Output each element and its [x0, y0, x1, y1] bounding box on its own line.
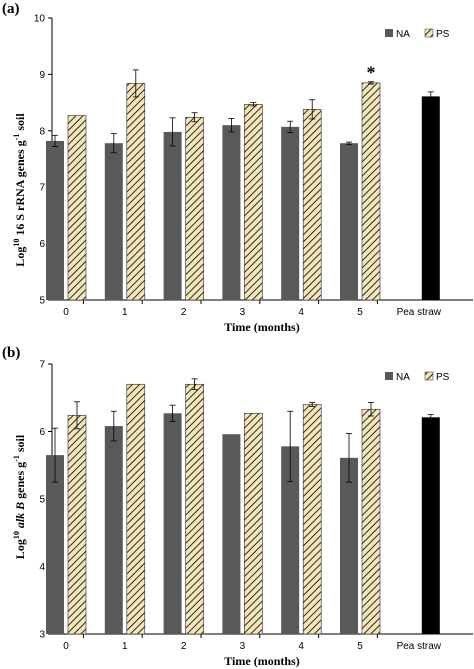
panel-a-ylabel-part-4: soil — [13, 113, 27, 134]
panel-a-legend-swatch-ps — [424, 28, 434, 38]
panel-b-x-tick-label: 2 — [181, 641, 187, 652]
panel-b-ylabel-part-1: 10 — [12, 531, 21, 539]
panel-b-label: (b) — [2, 345, 20, 361]
panel-a-bar-na — [104, 143, 123, 300]
panel-a-ylabel-part-1: 10 — [12, 239, 21, 247]
panel-b-bar-ps — [67, 414, 87, 635]
panel-b: (b) Log10 alk B genes g-1 soil Time (mon… — [2, 345, 473, 668]
panel-b-bar-na — [163, 413, 182, 634]
panel-a-bar-ps — [126, 83, 146, 301]
panel-a-significance-marker: * — [367, 63, 376, 83]
panel-a-bar-control — [421, 96, 440, 301]
panel-a-ylabel: Log10 16 S rRNA genes g-1 soil — [12, 113, 27, 267]
panel-b-legend-swatch-ps — [424, 371, 434, 381]
panel-a-bar-na — [163, 131, 182, 300]
panel-a-x-tick-label: 2 — [181, 307, 187, 318]
panel-b-bar-ps — [185, 383, 204, 635]
panel-b-legend-swatch-na — [385, 372, 393, 380]
panel-a: (a) Log10 16 S rRNA genes g-1 soil Time … — [2, 1, 473, 334]
panel-b-bar-na — [222, 434, 241, 634]
panel-b-ylabel: Log10 alk B genes g-1 soil — [12, 434, 27, 559]
panel-b-legend-label-ps: PS — [436, 372, 450, 383]
panel-b-plot: 3 4 5 6 7 0 1 2 3 4 5 Pea straw NA PS — [39, 360, 473, 652]
panel-a-legend-label-na: NA — [396, 29, 410, 40]
panel-a-bar-na — [281, 126, 300, 301]
panel-b-x-tick-label: 4 — [298, 641, 304, 652]
panel-a-ylabel-part-0: Log — [13, 247, 27, 267]
panel-a-label: (a) — [2, 1, 20, 17]
panel-b-ylabel-part-5: -1 — [12, 455, 21, 462]
panel-b-y-tick-label: 7 — [39, 360, 45, 371]
panel-a-ylabel-part-3: -1 — [12, 134, 21, 141]
panel-a-y-tick-label: 9 — [39, 70, 45, 81]
panel-b-y-tick-label: 6 — [39, 427, 45, 438]
panel-b-xlabel: Time (months) — [224, 654, 299, 668]
panel-a-bar-na — [46, 140, 64, 300]
svg-text:Log10 16 S rRNA genes g-1 soil: Log10 16 S rRNA genes g-1 soil — [12, 113, 27, 267]
panel-b-bar-na — [340, 457, 358, 634]
panel-b-ylabel-part-3: alk B — [13, 502, 27, 528]
panel-b-x-tick-label: 5 — [357, 641, 363, 652]
panel-a-xlabel: Time (months) — [224, 320, 299, 334]
panel-b-bar-control — [421, 417, 440, 634]
panel-b-bar-na — [281, 446, 300, 634]
panel-b-bar-na — [46, 455, 64, 634]
svg-text:Log10 alk B genes g-1 soil: Log10 alk B genes g-1 soil — [12, 434, 27, 559]
panel-a-x-tick-label: 0 — [63, 307, 69, 318]
panel-a-y-tick-label: 6 — [39, 239, 45, 250]
panel-a-legend-swatch-na — [385, 29, 393, 37]
panel-b-ylabel-part-6: soil — [13, 434, 27, 455]
panel-a-y-tick-label: 5 — [39, 296, 45, 307]
panel-b-y-tick-label: 5 — [39, 495, 45, 506]
panel-a-bar-ps — [67, 115, 87, 301]
panel-a-bar-na — [340, 143, 358, 300]
panel-b-bar-ps — [244, 412, 263, 635]
panel-a-y-tick-label: 7 — [39, 183, 45, 194]
panel-a-ylabel-part-2: 16 S rRNA genes g — [13, 140, 27, 238]
panel-a-legend-label-ps: PS — [436, 29, 450, 40]
panel-a-y-tick-label: 8 — [39, 126, 45, 137]
panel-b-ylabel-part-0: Log — [13, 539, 27, 559]
panel-b-y-tick-label: 4 — [39, 562, 45, 573]
panel-b-bar-ps — [302, 404, 322, 635]
panel-a-bar-na — [222, 125, 241, 300]
panel-b-x-tick-label: Pea straw — [397, 641, 442, 652]
panel-b-legend-label-na: NA — [396, 372, 410, 383]
panel-a-y-tick-label: 10 — [34, 14, 46, 25]
panel-b-bar-ps — [361, 408, 381, 635]
panel-a-x-tick-label: 3 — [240, 307, 246, 318]
panel-b-x-tick-label: 3 — [240, 641, 246, 652]
panel-b-y-tick-label: 3 — [39, 630, 45, 641]
panel-b-x-tick-label: 0 — [63, 641, 69, 652]
panel-b-x-tick-label: 1 — [122, 641, 128, 652]
panel-a-x-tick-label: 4 — [298, 307, 304, 318]
panel-a-x-tick-label: 5 — [357, 307, 363, 318]
panel-a-x-tick-label: 1 — [122, 307, 128, 318]
panel-b-bar-na — [104, 426, 123, 634]
panel-a-bar-ps — [361, 82, 381, 301]
panel-a-plot: 5 6 7 8 9 10 0 1 2 3 4 5 Pea straw * NA PS — [34, 14, 473, 318]
panel-b-bar-ps — [126, 383, 146, 635]
panel-a-x-tick-label: Pea straw — [397, 307, 442, 318]
panel-b-ylabel-part-4: genes g — [13, 462, 27, 502]
panel-a-bar-ps — [244, 103, 263, 301]
panel-a-bar-ps — [302, 109, 322, 301]
panel-a-bar-ps — [185, 116, 204, 301]
